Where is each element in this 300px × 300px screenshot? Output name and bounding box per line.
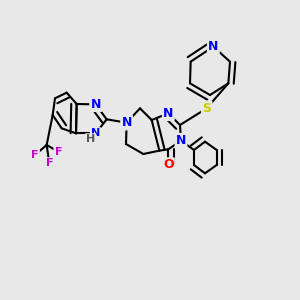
Text: N: N bbox=[122, 116, 132, 129]
Text: F: F bbox=[55, 147, 62, 157]
Text: N: N bbox=[208, 40, 218, 53]
Text: N: N bbox=[91, 128, 100, 138]
Text: N: N bbox=[176, 134, 186, 147]
Text: F: F bbox=[31, 150, 39, 160]
Text: S: S bbox=[202, 102, 211, 115]
Text: F: F bbox=[46, 158, 53, 168]
Text: N: N bbox=[91, 98, 101, 111]
Text: H: H bbox=[86, 134, 95, 144]
Text: N: N bbox=[163, 107, 173, 120]
Text: O: O bbox=[163, 158, 174, 172]
